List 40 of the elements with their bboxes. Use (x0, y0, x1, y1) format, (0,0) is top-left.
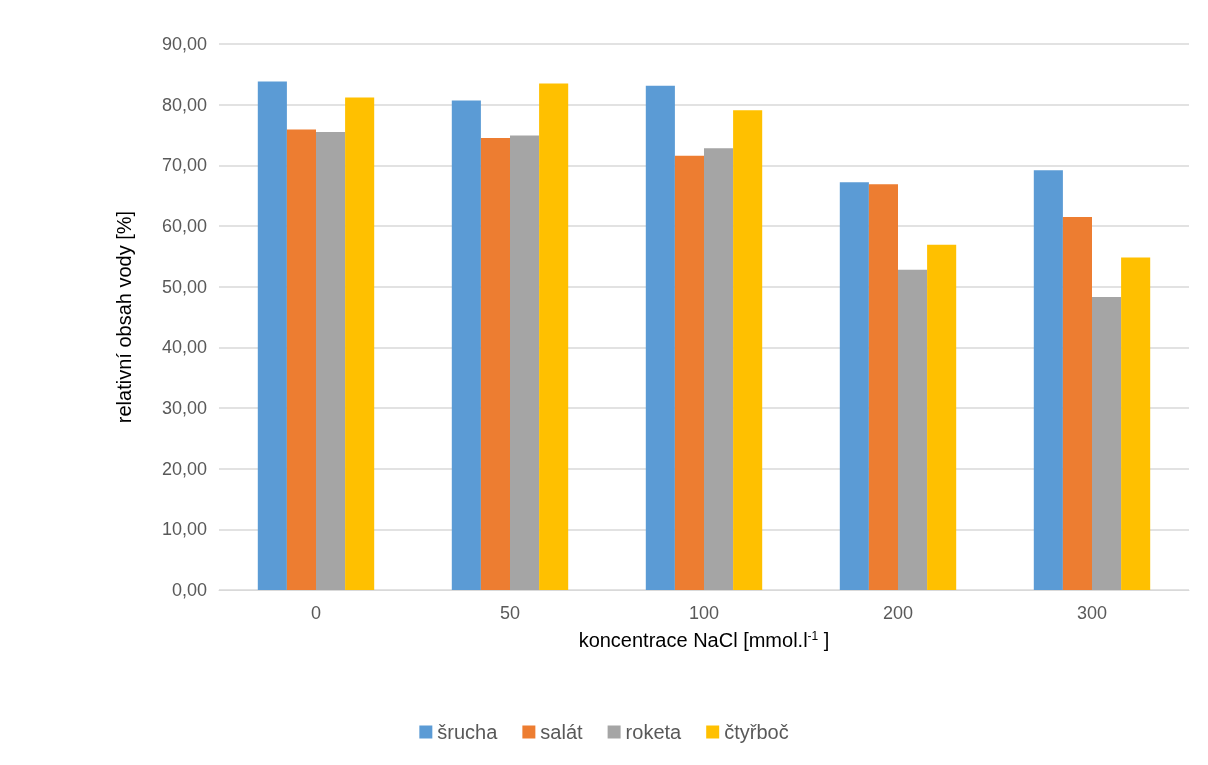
y-tick-label: 30,00 (161, 398, 207, 418)
bar (868, 184, 898, 590)
bar (257, 81, 287, 590)
bar (510, 135, 540, 590)
y-tick-label: 10,00 (161, 519, 207, 540)
x-tick-label: 200 (882, 603, 914, 623)
y-tick-label: 70,00 (161, 155, 207, 176)
y-tick-label: 60,00 (161, 216, 207, 236)
x-tick-label: 50 (499, 603, 521, 623)
bar (345, 97, 375, 590)
bar (704, 148, 734, 590)
bar (898, 269, 928, 590)
bar (480, 138, 510, 590)
x-tick-label: 300 (1076, 603, 1108, 623)
bar (674, 155, 704, 590)
bar (1062, 216, 1092, 590)
legend-label: salát (540, 721, 584, 743)
y-tick-label: 50,00 (161, 276, 207, 297)
x-tick-label: 0 (310, 603, 322, 623)
y-axis-title: relativní obsah vody [%] (113, 210, 135, 424)
y-tick-label: 0,00 (171, 580, 207, 600)
x-tick-label: 100 (688, 603, 720, 623)
bar (316, 131, 346, 590)
y-tick-label: 90,00 (161, 34, 207, 54)
legend-label: čtyřboč (724, 721, 789, 743)
bar (1033, 170, 1063, 590)
bar (733, 110, 763, 590)
bar (451, 100, 481, 590)
bar (1092, 296, 1122, 590)
bar (839, 182, 869, 590)
y-tick-label: 40,00 (161, 337, 207, 358)
bar (286, 129, 316, 590)
legend-label: roketa (625, 721, 683, 743)
y-tick-label: 20,00 (161, 458, 207, 479)
legend-label: šrucha (437, 721, 499, 743)
bar (645, 85, 675, 590)
bar (1121, 257, 1151, 590)
y-tick-label: 80,00 (161, 94, 207, 115)
bar (927, 244, 957, 590)
bar (539, 83, 569, 590)
